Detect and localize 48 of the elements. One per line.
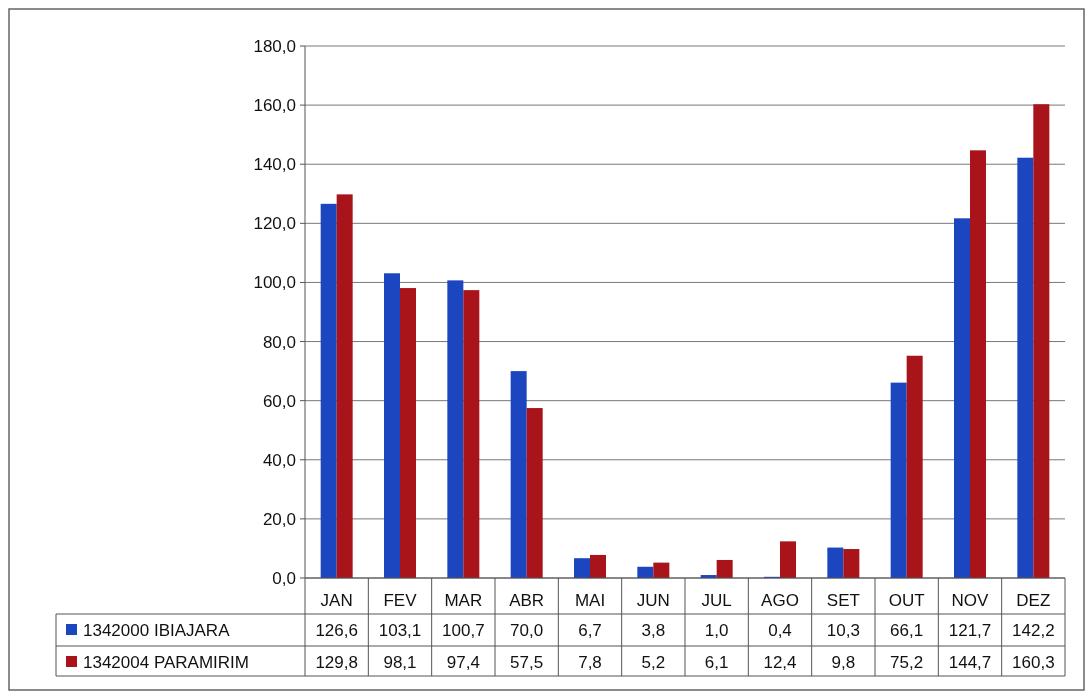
data-label: 121,7 [948,620,992,640]
x-tick-label: AGO [761,590,799,610]
data-label: 129,8 [315,652,358,672]
y-tick-label: 160,0 [253,96,296,116]
legend-label: 1342000 IBIAJARA [83,620,231,640]
x-tick-label: DEZ [1016,590,1051,610]
data-label: 57,5 [510,652,544,672]
data-label: 12,4 [763,652,797,672]
data-label: 9,8 [831,652,856,672]
x-tick-label: MAI [574,590,606,610]
y-tick-label: 180,0 [253,36,296,56]
x-tick-label: JAN [320,590,353,610]
y-tick-label: 80,0 [262,332,296,352]
data-label: 0,4 [768,620,792,640]
data-label: 103,1 [378,620,422,640]
data-label: 3,8 [641,620,666,640]
data-label: 6,7 [578,620,602,640]
data-label: 142,2 [1012,620,1055,640]
data-label: 144,7 [948,652,992,672]
legend-label: 1342004 PARAMIRIM [83,652,249,672]
data-label: 126,6 [315,620,358,640]
x-tick-label: FEV [383,590,418,610]
data-label: 97,4 [446,652,480,672]
data-label: 5,2 [641,652,666,672]
y-tick-label: 60,0 [262,391,296,411]
data-label: 6,1 [704,652,729,672]
data-label: 100,7 [442,620,485,640]
data-label: 10,3 [826,620,860,640]
data-label: 160,3 [1012,652,1055,672]
y-tick-label: 40,0 [262,450,296,470]
data-label: 98,1 [383,652,417,672]
data-label: 66,1 [890,620,924,640]
y-tick-label: 0,0 [272,568,296,588]
x-tick-label: SET [826,590,860,610]
data-label: 1,0 [704,620,729,640]
y-tick-label: 120,0 [253,214,296,234]
y-tick-label: 100,0 [253,273,296,293]
x-tick-label: JUN [636,590,670,610]
x-tick-label: MAR [444,590,483,610]
y-tick-label: 140,0 [253,155,296,175]
y-tick-label: 20,0 [262,509,296,529]
x-tick-label: JUL [701,590,732,610]
x-tick-label: ABR [509,590,545,610]
data-label: 75,2 [890,652,924,672]
data-label: 70,0 [510,620,544,640]
x-tick-label: OUT [888,590,925,610]
x-tick-label: NOV [951,590,990,610]
data-label: 7,8 [578,652,602,672]
